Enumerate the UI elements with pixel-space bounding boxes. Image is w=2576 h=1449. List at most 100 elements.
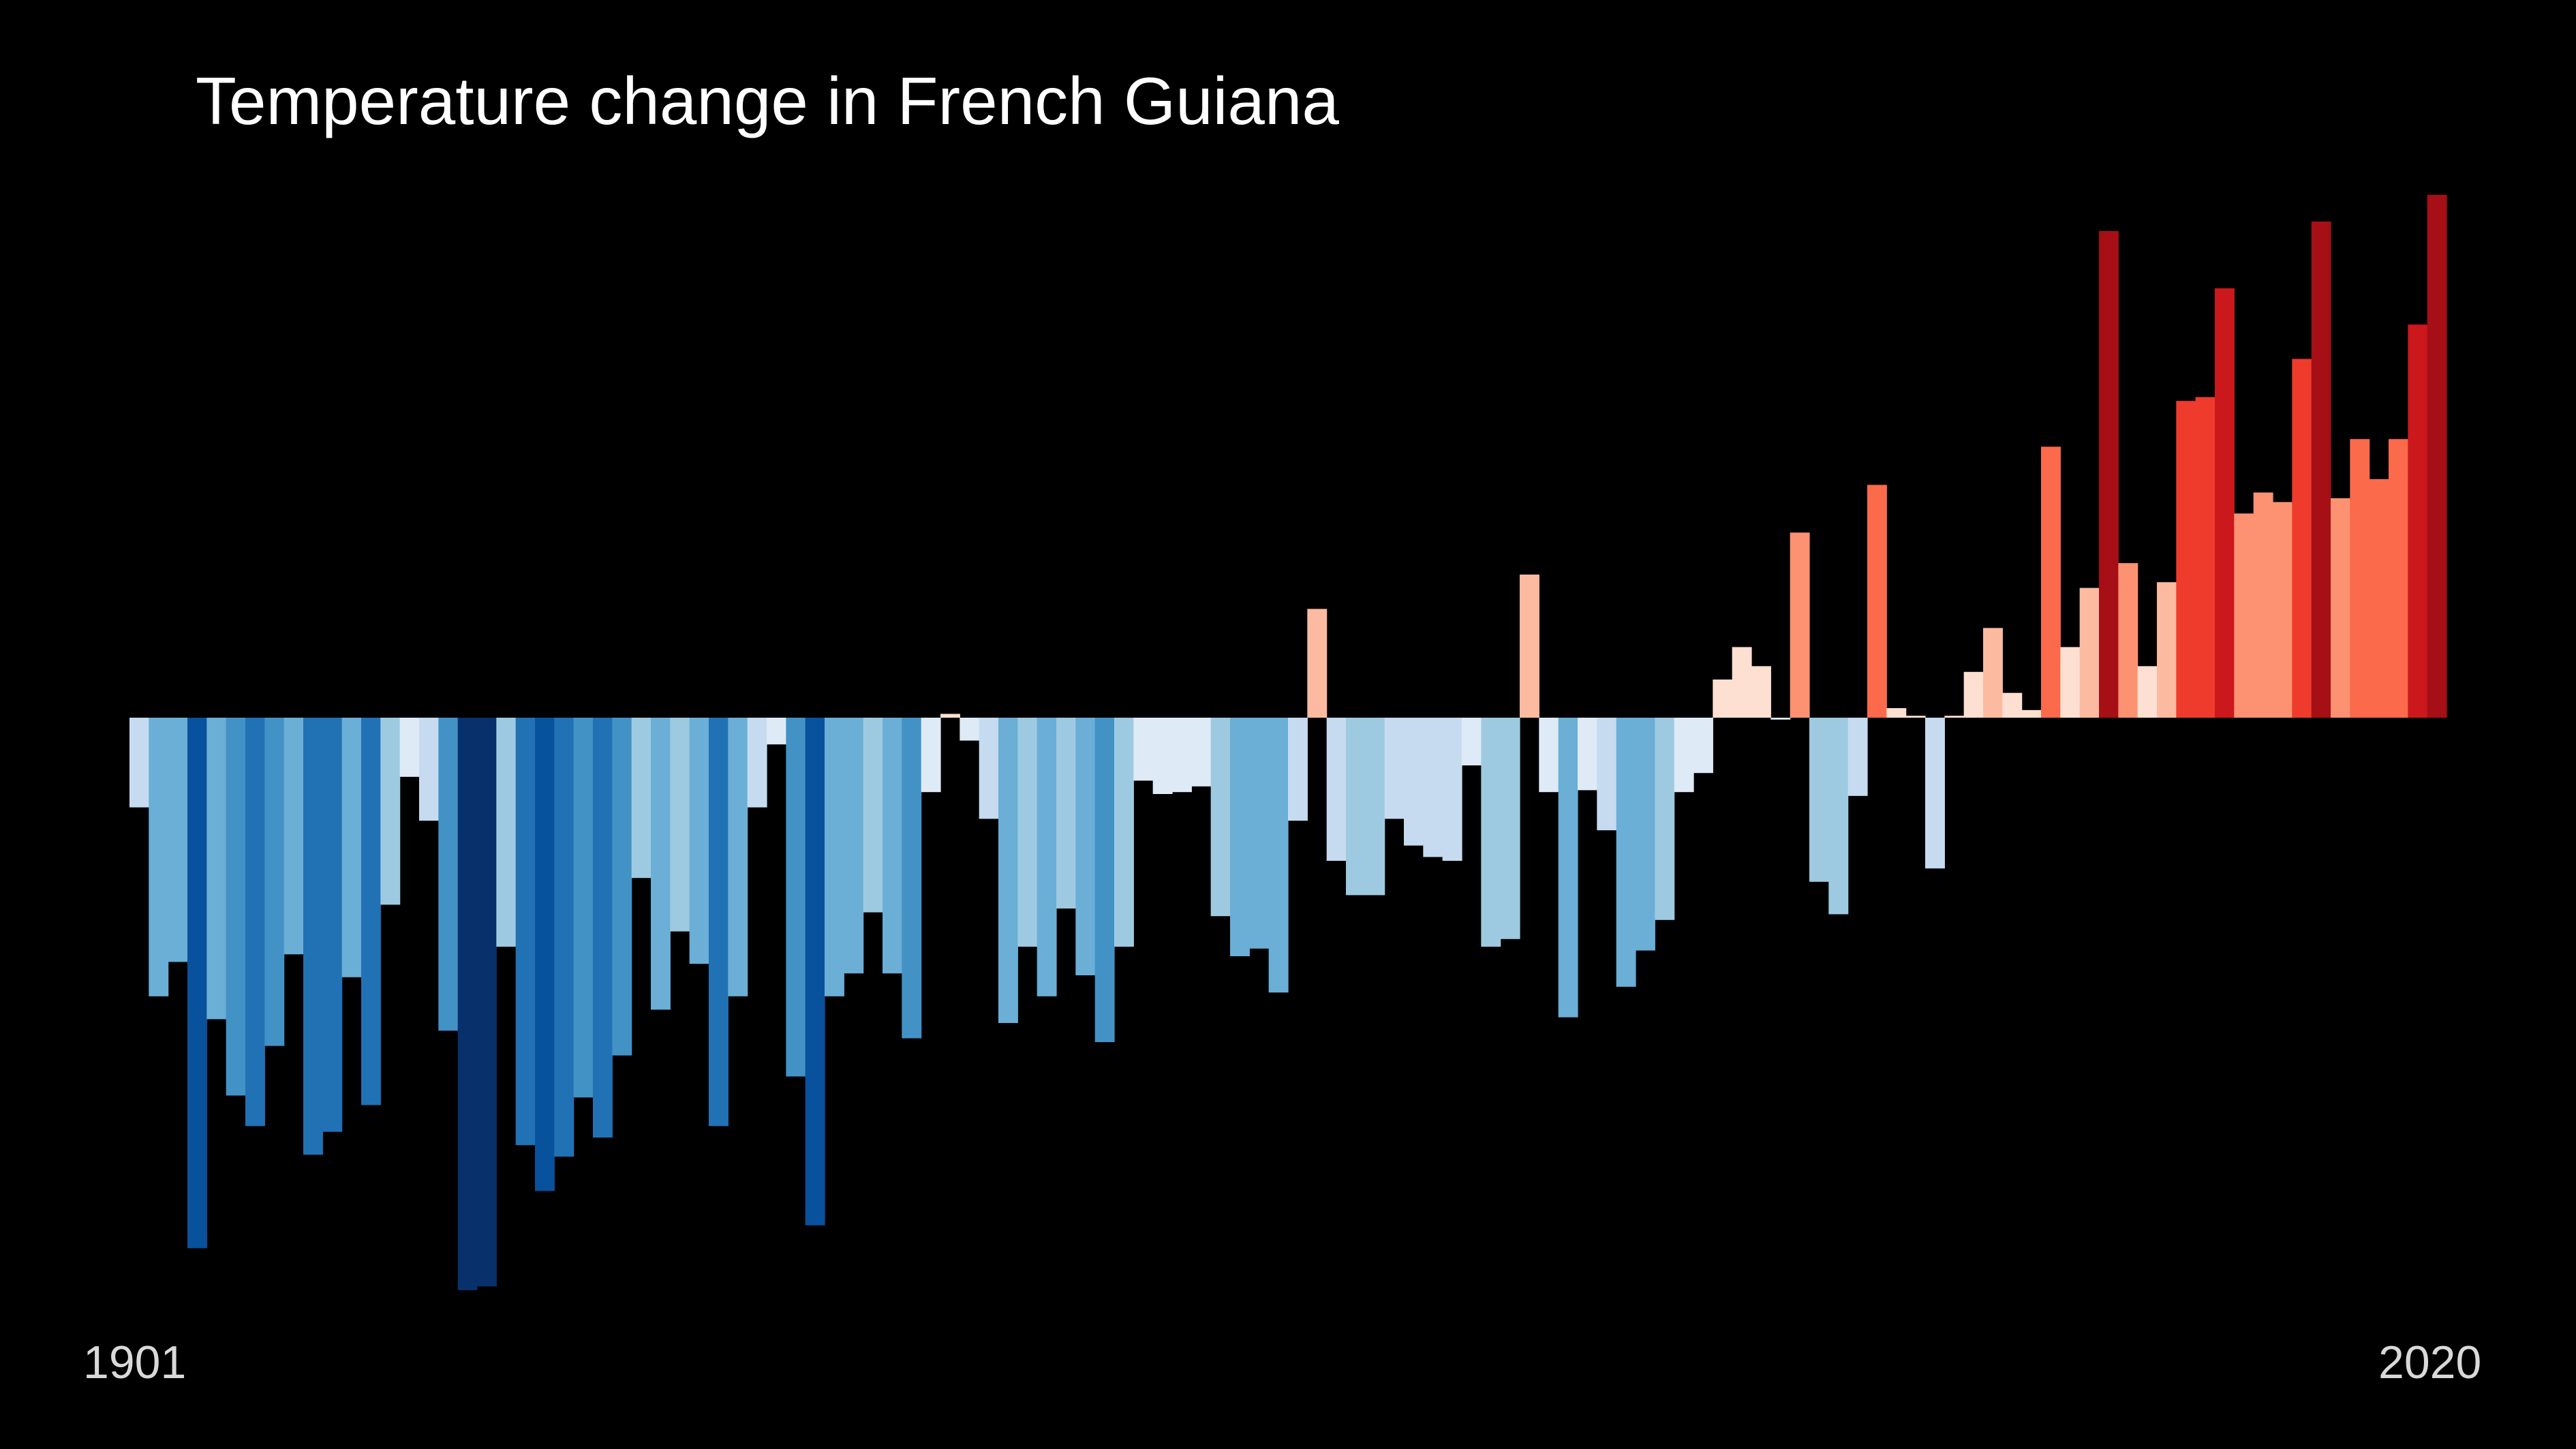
bar-year-1935: [786, 718, 806, 1077]
bar-year-1950: [1075, 718, 1096, 975]
bar-year-1967: [1404, 718, 1424, 846]
bar-year-2017: [2369, 479, 2389, 718]
bar-year-1910: [303, 718, 323, 1155]
chart-title: Temperature change in French Guiana: [196, 63, 1339, 138]
bar-year-1963: [1326, 718, 1347, 861]
bar-year-1956: [1191, 718, 1212, 787]
bar-year-1925: [593, 718, 613, 1138]
bar-year-1914: [380, 718, 401, 905]
bar-year-1986: [1770, 718, 1791, 720]
bar-year-1906: [226, 718, 246, 1096]
bar-year-1919: [477, 718, 497, 1287]
bar-year-1907: [245, 718, 265, 1127]
bar-year-2001: [2060, 647, 2081, 718]
bar-year-1903: [168, 718, 188, 962]
bar-year-1931: [709, 718, 729, 1127]
bar-year-1962: [1307, 609, 1328, 718]
bar-year-1961: [1288, 718, 1308, 821]
bar-year-1922: [535, 718, 555, 1191]
start-year-label: 1901: [83, 1337, 187, 1388]
bar-year-2018: [2389, 439, 2408, 718]
bar-year-1930: [689, 718, 709, 964]
bar-year-2005: [2137, 666, 2158, 718]
bar-year-1983: [1713, 680, 1733, 718]
bar-year-1944: [960, 718, 980, 741]
bar-year-1916: [419, 718, 439, 821]
bar-year-1902: [149, 718, 169, 996]
bar-year-1948: [1037, 718, 1057, 996]
bar-year-1946: [998, 718, 1018, 1023]
bar-year-1970: [1462, 718, 1482, 765]
bar-year-1924: [573, 718, 594, 1098]
bar-year-1959: [1249, 718, 1270, 949]
bar-year-1987: [1790, 532, 1810, 718]
bar-year-1951: [1094, 718, 1115, 1042]
bar-year-2000: [2041, 446, 2061, 718]
bar-year-2020: [2427, 194, 2447, 718]
bar-year-1997: [1983, 628, 2003, 718]
bar-year-2009: [2215, 288, 2235, 718]
bar-year-1901: [129, 718, 149, 808]
bar-year-2007: [2176, 401, 2196, 718]
bar-year-1945: [979, 718, 999, 819]
bar-year-1979: [1636, 718, 1655, 951]
bar-year-2006: [2157, 582, 2177, 718]
bar-year-1942: [921, 718, 941, 793]
bar-year-1955: [1172, 718, 1192, 793]
bar-year-2016: [2350, 439, 2370, 718]
bar-year-1998: [2002, 692, 2023, 718]
bar-year-1926: [612, 718, 632, 1056]
bar-year-2008: [2195, 397, 2215, 718]
end-year-label: 2020: [2378, 1337, 2482, 1388]
bar-year-2015: [2331, 498, 2350, 718]
bar-year-1989: [1828, 718, 1849, 915]
bar-year-1968: [1423, 718, 1443, 857]
bar-year-1908: [264, 718, 285, 1046]
bar-year-1911: [322, 718, 343, 1132]
bar-year-1985: [1751, 666, 1771, 718]
bar-year-1974: [1539, 718, 1559, 793]
bar-year-1928: [651, 718, 671, 1010]
bar-year-1941: [902, 718, 922, 1039]
bar-year-1994: [1925, 718, 1945, 869]
bar-year-1984: [1732, 647, 1752, 718]
bar-year-1912: [341, 718, 362, 977]
bar-year-1996: [1963, 671, 1984, 718]
bar-year-1913: [361, 718, 381, 1105]
bar-year-1960: [1268, 718, 1289, 993]
bar-year-1972: [1500, 718, 1520, 939]
bar-year-1918: [457, 718, 478, 1290]
bar-year-1934: [767, 718, 786, 745]
bar-year-1982: [1693, 718, 1713, 774]
bar-year-1904: [187, 718, 207, 1249]
bar-year-2010: [2234, 513, 2254, 718]
bar-year-2012: [2273, 502, 2293, 718]
bar-year-1971: [1481, 718, 1501, 947]
bar-year-1966: [1384, 718, 1405, 819]
bar-year-1940: [883, 718, 902, 974]
bar-year-1993: [1905, 716, 1926, 718]
bar-year-1936: [805, 718, 825, 1225]
bar-year-1932: [728, 718, 748, 996]
bar-year-1905: [206, 718, 227, 1020]
bar-year-1909: [283, 718, 304, 955]
bar-year-1939: [863, 718, 883, 913]
bar-year-1927: [631, 718, 651, 879]
bar-year-1929: [670, 718, 690, 932]
bar-year-1952: [1114, 718, 1134, 947]
bar-year-1990: [1847, 718, 1868, 796]
bar-year-1921: [515, 718, 536, 1146]
bar-year-2014: [2311, 222, 2331, 718]
bar-year-1953: [1133, 718, 1154, 781]
bar-year-2004: [2118, 563, 2138, 718]
bar-year-1915: [399, 718, 420, 777]
bar-year-1957: [1210, 718, 1231, 917]
bar-year-1947: [1017, 718, 1038, 947]
bar-year-1938: [844, 718, 864, 974]
bar-year-1995: [1944, 716, 1965, 718]
bar-year-1988: [1809, 718, 1829, 882]
bar-year-1964: [1346, 718, 1366, 896]
bar-year-2011: [2253, 492, 2273, 718]
bar-year-1943: [940, 714, 960, 718]
